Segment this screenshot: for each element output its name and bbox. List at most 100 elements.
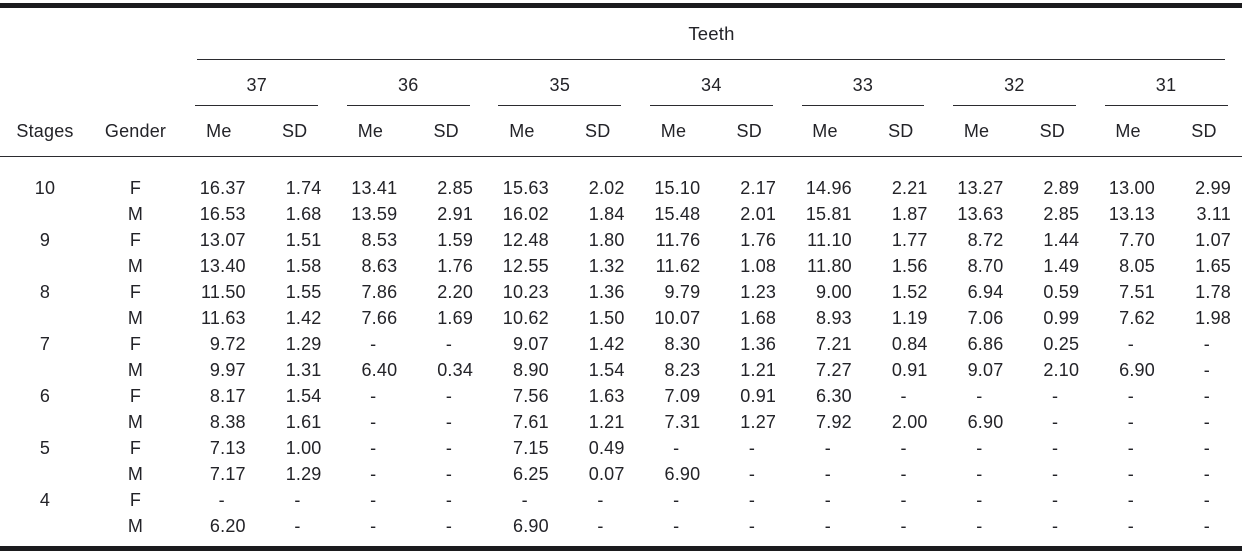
me-header: Me	[1090, 106, 1166, 157]
value-cell: 1.36	[588, 281, 625, 302]
value-cell: -	[1127, 333, 1134, 354]
value-cell: 11.63	[201, 307, 246, 328]
value-cell: -	[521, 489, 528, 510]
value-cell: 14.96	[805, 177, 852, 198]
value-cell: 1.63	[588, 385, 625, 406]
value-cell: 15.63	[502, 177, 549, 198]
value-cell: -	[673, 515, 680, 536]
value-cell: 1.80	[588, 229, 625, 250]
value-cell: 1.51	[285, 229, 322, 250]
gender-cell: F	[129, 489, 142, 510]
value-cell: 0.49	[588, 437, 625, 458]
value-cell: 13.00	[1108, 177, 1155, 198]
value-cell: 13.13	[1108, 203, 1155, 224]
value-cell: 2.85	[1043, 203, 1080, 224]
value-cell: 15.81	[805, 203, 852, 224]
value-cell: 0.59	[1043, 281, 1080, 302]
value-cell: -	[1051, 463, 1059, 484]
value-cell: 7.66	[361, 307, 398, 328]
value-cell: 3.11	[1196, 203, 1231, 224]
corner-spacer	[0, 60, 181, 106]
teeth-header-label: Teeth	[688, 23, 735, 44]
value-cell: 13.07	[199, 229, 246, 250]
value-cell: -	[445, 515, 453, 536]
value-cell: -	[370, 515, 377, 536]
value-cell: 0.91	[891, 359, 928, 380]
stage-cell: 6	[39, 385, 51, 406]
tooth-number: 32	[1004, 75, 1025, 95]
value-cell: 9.97	[209, 359, 246, 380]
value-cell: -	[1203, 385, 1210, 406]
value-cell: 0.91	[740, 385, 777, 406]
me-header: Me	[938, 106, 1015, 157]
value-cell: -	[976, 515, 983, 536]
tooth-group-header: 33	[787, 60, 939, 106]
value-cell: 1.78	[1195, 281, 1231, 302]
value-cell: 9.07	[512, 333, 549, 354]
value-cell: 9.72	[209, 333, 246, 354]
teeth-header: Teeth	[181, 6, 1242, 61]
value-cell: 1.61	[285, 411, 322, 432]
tooth-number: 34	[701, 75, 722, 95]
value-cell: 1.54	[285, 385, 322, 406]
gender-cell: M	[127, 203, 144, 224]
value-cell: -	[900, 489, 907, 510]
value-cell: 2.17	[740, 177, 777, 198]
sd-header: SD	[1014, 106, 1091, 157]
value-cell: 1.36	[740, 333, 777, 354]
value-cell: 12.48	[502, 229, 549, 250]
value-cell: -	[370, 385, 377, 406]
value-cell: -	[1127, 385, 1134, 406]
stage-cell	[0, 409, 90, 435]
value-cell: 0.07	[588, 463, 625, 484]
value-cell: 13.41	[351, 177, 398, 198]
sd-header: SD	[408, 106, 485, 157]
value-cell: -	[976, 437, 983, 458]
value-cell: 1.77	[891, 229, 928, 250]
value-cell: 1.52	[891, 281, 928, 302]
value-cell: 2.02	[588, 177, 625, 198]
value-cell: 2.21	[891, 177, 928, 198]
value-cell: 7.09	[664, 385, 701, 406]
value-cell: -	[824, 463, 831, 484]
value-cell: 2.89	[1043, 177, 1080, 198]
stage-cell: 9	[39, 229, 51, 250]
value-cell: -	[900, 515, 907, 536]
gender-cell: M	[127, 359, 144, 380]
value-cell: 13.27	[957, 177, 1004, 198]
column-header-row: Stages Gender Me SD Me SD Me SD Me SD Me SD Me SD Me…	[0, 106, 1242, 157]
value-cell: 1.69	[437, 307, 474, 328]
value-cell: 1.65	[1195, 255, 1231, 276]
sd-header: SD	[711, 106, 788, 157]
value-cell: 6.30	[816, 385, 852, 406]
value-cell: 11.80	[807, 255, 852, 276]
value-cell: 8.90	[512, 359, 549, 380]
tooth-group-header: 34	[636, 60, 788, 106]
data-row: 5 F 7.13 1.00 - - 7.15 0.49 - - - - - - - -	[0, 435, 1242, 461]
value-cell: 1.68	[285, 203, 322, 224]
value-cell: 0.25	[1043, 333, 1080, 354]
value-cell: 7.15	[512, 437, 549, 458]
value-cell: 6.90	[967, 411, 1004, 432]
gender-cell: M	[127, 255, 144, 276]
value-cell: 13.63	[957, 203, 1004, 224]
tooth-group-header: 37	[181, 60, 333, 106]
gender-cell: M	[127, 463, 144, 484]
gender-header: Gender	[90, 106, 181, 157]
value-cell: 6.20	[209, 515, 246, 536]
value-cell: 1.31	[285, 359, 322, 380]
value-cell: -	[1127, 515, 1134, 536]
value-cell: -	[1127, 489, 1134, 510]
stage-cell	[0, 461, 90, 487]
data-row: 4 F - - - - - - - - - - - - - -	[0, 487, 1242, 513]
data-row: M 11.63 1.42 7.66 1.69 10.62 1.50 10.07 1.68 8.93…	[0, 305, 1242, 331]
value-cell: 1.07	[1195, 229, 1231, 250]
value-cell: -	[748, 515, 756, 536]
value-cell: 13.59	[351, 203, 398, 224]
data-row: 6 F 8.17 1.54 - - 7.56 1.63 7.09 0.91 6.30 - - - - -	[0, 383, 1242, 409]
stage-cell: 4	[39, 489, 51, 510]
value-cell: 16.53	[199, 203, 246, 224]
value-cell: -	[1203, 333, 1210, 354]
data-row: M 7.17 1.29 - - 6.25 0.07 6.90 - - - - - - -	[0, 461, 1242, 487]
